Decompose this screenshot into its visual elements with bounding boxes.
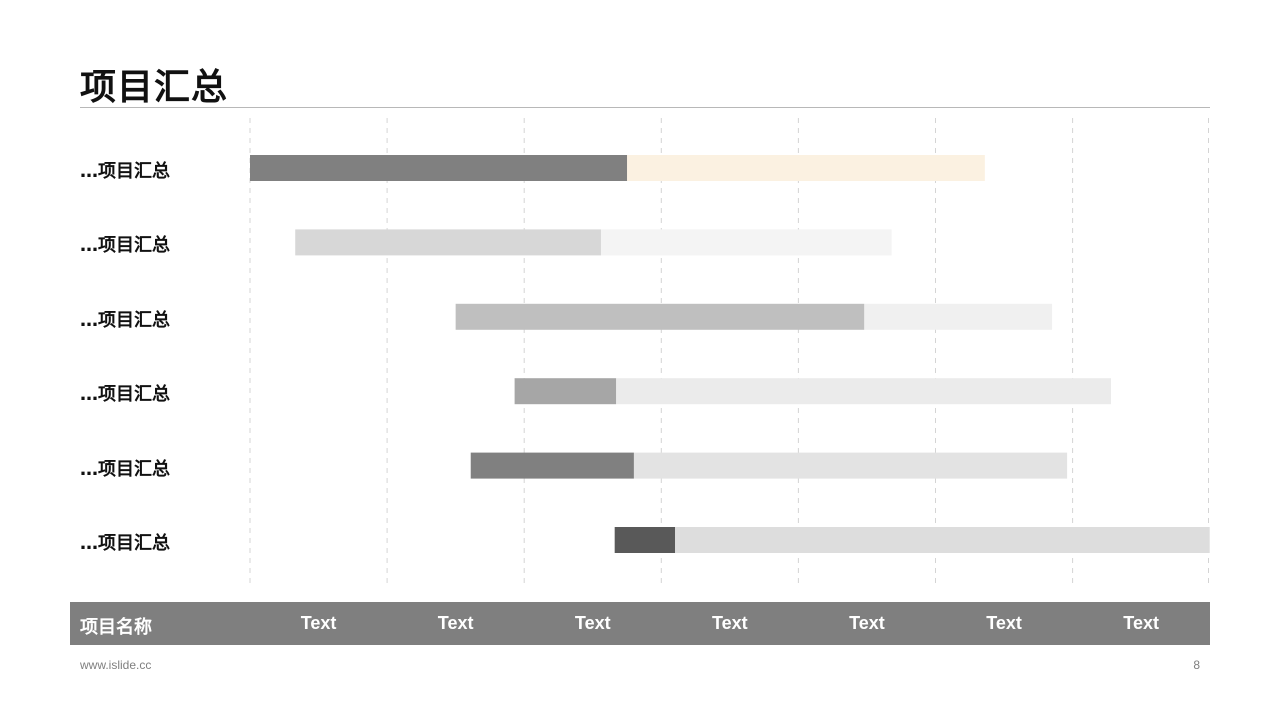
- timeline-column-label: Text: [437, 613, 474, 633]
- timeline-column-label: Text: [849, 613, 885, 633]
- task-remaining-bar: [600, 229, 892, 256]
- task-progress-bar: [614, 527, 676, 553]
- timeline-column-label: Text: [1123, 613, 1159, 633]
- task-progress-bar: [455, 303, 865, 330]
- title-divider: [80, 107, 1210, 108]
- task-label: …项目汇总: [80, 235, 170, 257]
- task-remaining-bar: [627, 155, 985, 181]
- task-progress-bar: [295, 229, 601, 256]
- task-label: …项目汇总: [80, 384, 170, 406]
- task-remaining-bar: [675, 527, 1210, 553]
- task-label: …项目汇总: [80, 533, 170, 554]
- task-label: …项目汇总: [80, 309, 170, 331]
- timeline-column-label: Text: [986, 613, 1022, 633]
- footer-url: www.islide.cc: [80, 658, 152, 672]
- timeline-header-bar: 项目名称 Text Text Text Text Text Text Text: [70, 602, 1210, 645]
- task-progress-bar: [250, 155, 628, 181]
- page-number: 8: [1193, 658, 1200, 672]
- task-remaining-bar: [616, 378, 1111, 405]
- gantt-chart: [249, 118, 1210, 588]
- page-title: 项目汇总: [80, 67, 229, 108]
- timeline-column-label: Text: [574, 613, 611, 633]
- task-label: …项目汇总: [80, 458, 170, 480]
- task-progress-bar: [470, 452, 634, 479]
- timeline-column-label: Text: [712, 613, 748, 633]
- task-remaining-bar: [864, 303, 1053, 330]
- project-name-header: 项目名称: [80, 617, 152, 638]
- task-progress-bar: [514, 378, 617, 405]
- timeline-column-label: Text: [300, 613, 337, 633]
- task-remaining-bar: [633, 452, 1068, 479]
- task-label: …项目汇总: [80, 161, 170, 182]
